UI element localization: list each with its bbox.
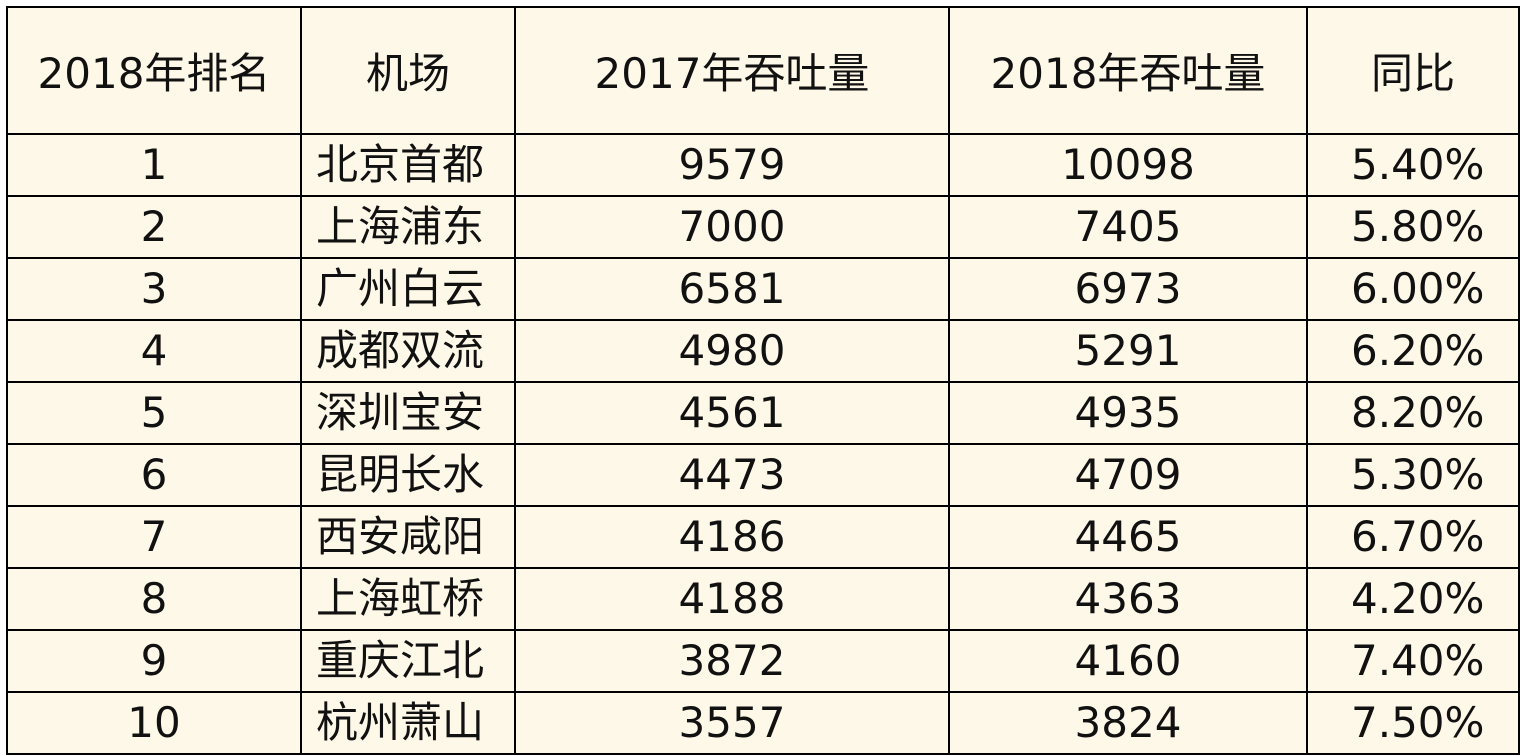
throughput-2018-cell: 4709: [948, 443, 1308, 507]
airport-cell: 深圳宝安: [300, 381, 516, 445]
yoy-cell: 7.50%: [1306, 691, 1520, 755]
throughput-2017-cell: 4473: [514, 443, 950, 507]
throughput-2018-cell: 10098: [948, 133, 1308, 197]
yoy-cell: 5.30%: [1306, 443, 1520, 507]
table-row: 8 上海虹桥 4188 4363 4.20%: [6, 567, 1520, 631]
airport-cell: 西安咸阳: [300, 505, 516, 569]
header-yoy: 同比: [1306, 6, 1520, 135]
rank-cell: 2: [6, 195, 302, 259]
yoy-cell: 6.70%: [1306, 505, 1520, 569]
airport-cell: 重庆江北: [300, 629, 516, 693]
rank-cell: 8: [6, 567, 302, 631]
table-row: 1 北京首都 9579 10098 5.40%: [6, 133, 1520, 197]
throughput-2018-cell: 4935: [948, 381, 1308, 445]
rank-cell: 5: [6, 381, 302, 445]
throughput-2017-cell: 4561: [514, 381, 950, 445]
table-row: 3 广州白云 6581 6973 6.00%: [6, 257, 1520, 321]
throughput-2018-cell: 5291: [948, 319, 1308, 383]
yoy-cell: 5.40%: [1306, 133, 1520, 197]
airport-cell: 广州白云: [300, 257, 516, 321]
table-row: 9 重庆江北 3872 4160 7.40%: [6, 629, 1520, 693]
yoy-cell: 8.20%: [1306, 381, 1520, 445]
yoy-cell: 5.80%: [1306, 195, 1520, 259]
table-row: 6 昆明长水 4473 4709 5.30%: [6, 443, 1520, 507]
rank-cell: 7: [6, 505, 302, 569]
throughput-2017-cell: 3557: [514, 691, 950, 755]
table-header-row: 2018年排名 机场 2017年吞吐量 2018年吞吐量 同比: [6, 6, 1520, 135]
rank-cell: 1: [6, 133, 302, 197]
yoy-cell: 7.40%: [1306, 629, 1520, 693]
throughput-2018-cell: 3824: [948, 691, 1308, 755]
throughput-2017-cell: 9579: [514, 133, 950, 197]
airport-cell: 昆明长水: [300, 443, 516, 507]
table-row: 10 杭州萧山 3557 3824 7.50%: [6, 691, 1520, 755]
table-body: 1 北京首都 9579 10098 5.40% 2 上海浦东 7000 7405 5.80% 3 广州…: [6, 133, 1520, 755]
throughput-2017-cell: 3872: [514, 629, 950, 693]
yoy-cell: 6.00%: [1306, 257, 1520, 321]
throughput-2017-cell: 4188: [514, 567, 950, 631]
yoy-cell: 4.20%: [1306, 567, 1520, 631]
rank-cell: 3: [6, 257, 302, 321]
throughput-2017-cell: 7000: [514, 195, 950, 259]
table-row: 7 西安咸阳 4186 4465 6.70%: [6, 505, 1520, 569]
throughput-2018-cell: 7405: [948, 195, 1308, 259]
airport-cell: 北京首都: [300, 133, 516, 197]
table-row: 2 上海浦东 7000 7405 5.80%: [6, 195, 1520, 259]
throughput-2018-cell: 4363: [948, 567, 1308, 631]
throughput-2018-cell: 4465: [948, 505, 1308, 569]
header-rank: 2018年排名: [6, 6, 302, 135]
header-airport: 机场: [300, 6, 516, 135]
table-row: 5 深圳宝安 4561 4935 8.20%: [6, 381, 1520, 445]
throughput-2017-cell: 6581: [514, 257, 950, 321]
throughput-2018-cell: 6973: [948, 257, 1308, 321]
airport-throughput-table-container: 2018年排名 机场 2017年吞吐量 2018年吞吐量 同比 1 北京首都 957…: [6, 6, 1520, 755]
throughput-2018-cell: 4160: [948, 629, 1308, 693]
rank-cell: 10: [6, 691, 302, 755]
yoy-cell: 6.20%: [1306, 319, 1520, 383]
rank-cell: 4: [6, 319, 302, 383]
rank-cell: 9: [6, 629, 302, 693]
throughput-2017-cell: 4186: [514, 505, 950, 569]
throughput-2017-cell: 4980: [514, 319, 950, 383]
header-2018-throughput: 2018年吞吐量: [948, 6, 1308, 135]
airport-cell: 上海虹桥: [300, 567, 516, 631]
airport-throughput-table: 2018年排名 机场 2017年吞吐量 2018年吞吐量 同比 1 北京首都 957…: [6, 6, 1520, 755]
table-row: 4 成都双流 4980 5291 6.20%: [6, 319, 1520, 383]
airport-cell: 杭州萧山: [300, 691, 516, 755]
airport-cell: 上海浦东: [300, 195, 516, 259]
airport-cell: 成都双流: [300, 319, 516, 383]
rank-cell: 6: [6, 443, 302, 507]
header-2017-throughput: 2017年吞吐量: [514, 6, 950, 135]
